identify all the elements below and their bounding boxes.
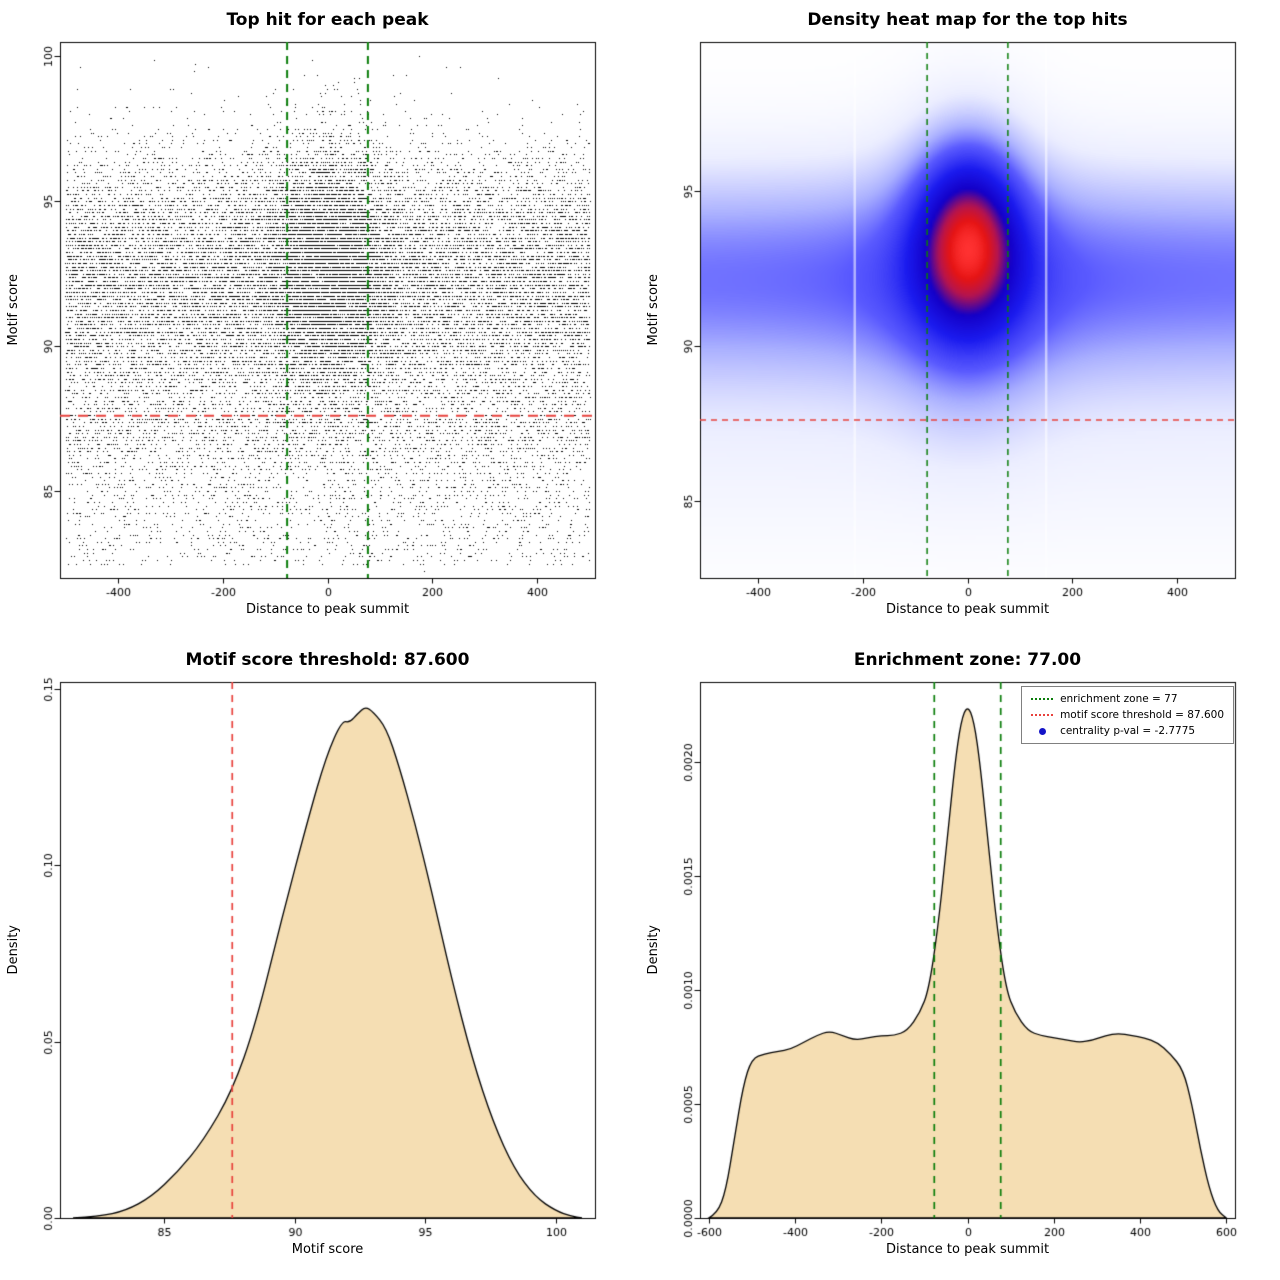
panel-motif-score-density: Motif score threshold: 87.600 Density Mo… (0, 640, 640, 1280)
panel-title: Density heat map for the top hits (807, 10, 1128, 30)
panel-title: Motif score threshold: 87.600 (185, 650, 470, 670)
y-axis-label-wrap: Motif score (4, 42, 22, 578)
panel-title: Enrichment zone: 77.00 (853, 650, 1082, 670)
y-axis-label-wrap: Density (644, 682, 662, 1218)
panel-density-heatmap: Density heat map for the top hits Motif … (640, 0, 1280, 640)
legend-item-motif-threshold: motif score threshold = 87.600 (1031, 709, 1224, 721)
legend-item-enrichment-zone: enrichment zone = 77 (1031, 693, 1224, 705)
y-axis-label: Density (5, 925, 21, 975)
legend-item-centrality-pval: centrality p-val = -2.7775 (1031, 725, 1224, 737)
red-dotted-line-icon (1031, 714, 1054, 716)
density-plot-canvas (640, 640, 1280, 1280)
x-axis-label: Distance to peak summit (885, 1242, 1050, 1257)
x-axis-label: Motif score (291, 1242, 364, 1257)
y-axis-label-wrap: Density (4, 682, 22, 1218)
x-axis-label: Distance to peak summit (245, 602, 410, 617)
panel-title: Top hit for each peak (226, 10, 429, 30)
y-axis-label-wrap: Motif score (644, 42, 662, 578)
green-dotted-line-icon (1031, 698, 1054, 700)
legend-label: centrality p-val = -2.7775 (1060, 725, 1196, 737)
y-axis-label: Motif score (5, 274, 21, 346)
blue-dot-icon (1038, 727, 1046, 735)
heatmap-canvas (640, 0, 1280, 640)
legend: enrichment zone = 77 motif score thresho… (1021, 686, 1234, 744)
legend-label: motif score threshold = 87.600 (1060, 709, 1224, 721)
legend-label: enrichment zone = 77 (1060, 693, 1178, 705)
x-axis-label: Distance to peak summit (885, 602, 1050, 617)
y-axis-label: Density (645, 925, 661, 975)
scatter-plot-canvas (0, 0, 640, 640)
y-axis-label: Motif score (645, 274, 661, 346)
density-plot-canvas (0, 640, 640, 1280)
panel-top-hit-scatter: Top hit for each peak Motif score Distan… (0, 0, 640, 640)
blue-dot-icon-wrap (1031, 727, 1053, 735)
panel-distance-density: Enrichment zone: 77.00 Density Distance … (640, 640, 1280, 1280)
